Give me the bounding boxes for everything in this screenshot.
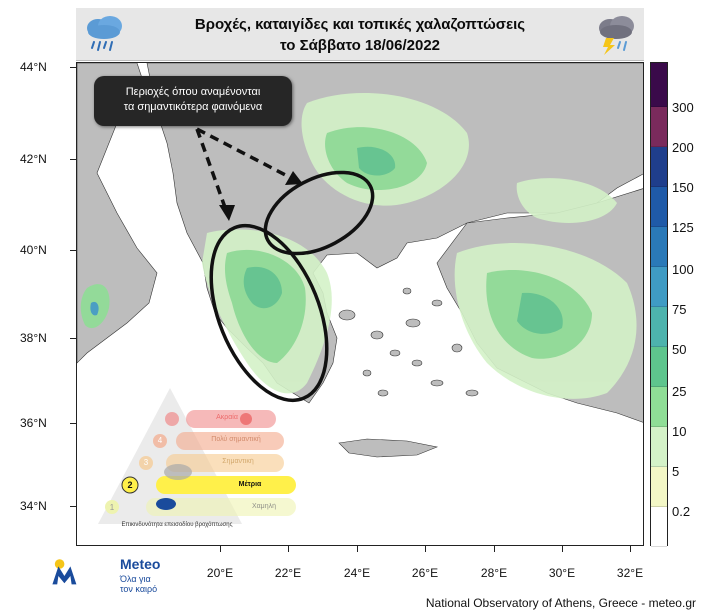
map-title: Βροχές, καταιγίδες και τοπικές χαλαζοπτώ… (194, 16, 526, 33)
credit-text: National Observatory of Athens, Greece -… (425, 596, 696, 610)
risk-level-5-number: 5 (135, 414, 141, 423)
colorbar-seg (651, 63, 667, 107)
lat-label: 34°N (20, 499, 47, 513)
brand-tagline-1: Όλα για (120, 574, 151, 584)
lon-tick (562, 546, 563, 552)
callout-line-2: τα σημαντικότερα φαινόμενα (123, 101, 263, 113)
colorbar-seg (651, 147, 667, 187)
lon-tick (357, 546, 358, 552)
callout-line-1: Περιοχές όπου αναμένονται (125, 86, 261, 98)
risk-level-2-label: Μέτρια (238, 481, 262, 488)
lat-tick (70, 67, 76, 68)
rain-cloud-icon (87, 16, 122, 51)
colorbar-seg (651, 347, 667, 387)
lat-label: 36°N (20, 416, 47, 430)
lat-tick (70, 423, 76, 424)
colorbar-label: 300 (672, 100, 694, 115)
colorbar-label: 5 (672, 464, 680, 479)
thunderstorm-cloud-icon (599, 16, 634, 55)
risk-legend (98, 388, 296, 524)
lon-label: 24°E (343, 566, 371, 580)
risk-level-2-number: 2 (127, 480, 133, 490)
colorbar-label: 125 (672, 220, 694, 235)
lon-tick (630, 546, 631, 552)
map-subtitle: το Σάββατο 18/06/2022 (279, 37, 441, 54)
lat-label: 44°N (20, 60, 47, 74)
risk-level-5-label: Ακραία (216, 414, 238, 421)
colorbar-seg (651, 387, 667, 427)
brand-tagline-2: τον καιρό (120, 584, 158, 594)
lon-label: 26°E (411, 566, 439, 580)
risk-level-4-label: Πολύ σημαντική (211, 436, 261, 443)
lon-label: 30°E (548, 566, 576, 580)
lon-tick (425, 546, 426, 552)
colorbar-label: 150 (672, 180, 694, 195)
map-header: Βροχές, καταιγίδες και τοπικές χαλαζοπτώ… (76, 8, 644, 61)
lat-tick (70, 159, 76, 160)
colorbar-seg (651, 267, 667, 307)
callout-box: Περιοχές όπου αναμένονται τα σημαντικότε… (94, 76, 292, 126)
colorbar-seg (651, 307, 667, 347)
colorbar-seg (651, 507, 667, 547)
lat-label: 40°N (20, 243, 47, 257)
colorbar-seg (651, 467, 667, 507)
lat-label: 42°N (20, 152, 47, 166)
colorbar-label: 25 (672, 384, 687, 399)
colorbar-label: 100 (672, 262, 694, 277)
risk-level-1-label: Χαμηλή (251, 503, 277, 510)
colorbar-label: 10 (672, 424, 687, 439)
risk-level-3-label: Σημαντική (222, 458, 254, 465)
lon-tick (288, 546, 289, 552)
lon-label: 32°E (616, 566, 644, 580)
risk-level-1-number: 1 (109, 503, 115, 512)
risk-level-4-number: 4 (157, 436, 163, 445)
risk-level-3-number: 3 (143, 458, 149, 467)
colorbar-seg (651, 107, 667, 147)
lon-label: 22°E (274, 566, 302, 580)
lon-tick (220, 546, 221, 552)
lat-label: 38°N (20, 331, 47, 345)
colorbar-label: 200 (672, 140, 694, 155)
lon-label: 20°E (206, 566, 234, 580)
colorbar-seg (651, 227, 667, 267)
lon-label: 28°E (480, 566, 508, 580)
brand-name: Meteo (120, 556, 161, 572)
lat-tick (70, 250, 76, 251)
precip-colorbar (650, 62, 668, 547)
colorbar-seg (651, 187, 667, 227)
colorbar-seg (651, 427, 667, 467)
meteo-logo-icon (52, 559, 77, 585)
lon-tick (494, 546, 495, 552)
risk-legend-footer: Επικινδυνότητα επεισοδίου βροχόπτωσης (121, 522, 233, 528)
colorbar-label: 75 (672, 302, 687, 317)
colorbar-label: 0.2 (672, 504, 691, 519)
brand-tagline: Όλα για τον καιρό (120, 574, 157, 594)
lat-tick (70, 338, 76, 339)
lat-tick (70, 506, 76, 507)
colorbar-label: 50 (672, 342, 687, 357)
